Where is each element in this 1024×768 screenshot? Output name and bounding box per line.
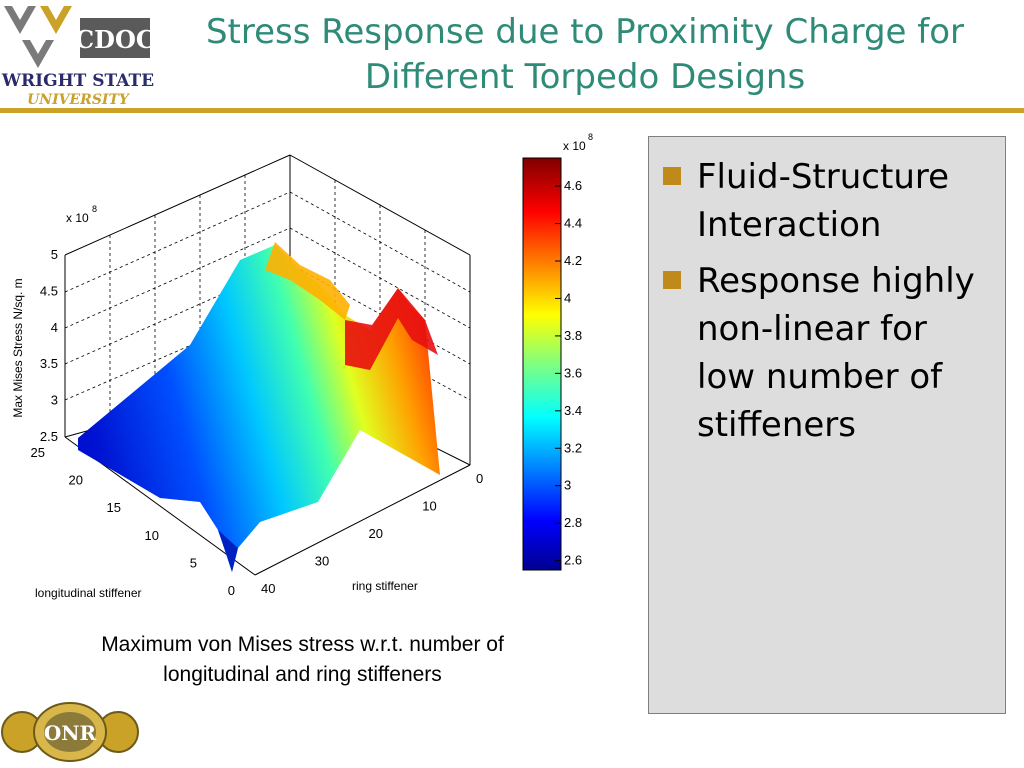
y-tick-label: 0: [228, 583, 235, 598]
y-tick-label: 25: [31, 445, 45, 460]
bullet-square-icon: [663, 271, 681, 289]
x-tick-label: 0: [476, 471, 483, 486]
bullet-item: Fluid-Structure Interaction: [663, 153, 985, 249]
colorbar-tick-label: 4.6: [564, 178, 582, 193]
colorbar-ticks: 2.6 2.8 3 3.2 3.4 3.6 3.8 4 4.2 4.4 4.6: [555, 178, 582, 568]
colorbar-tick-label: 4: [564, 290, 571, 305]
wright-state-cdoc-logo: CDOC WRIGHT STATE UNIVERSITY: [1, 6, 155, 108]
surface-back-ridge: [265, 242, 350, 320]
colorbar-multiplier: x 10: [563, 139, 586, 153]
x-tick-label: 30: [315, 554, 329, 569]
header-rule: [0, 108, 1024, 113]
z-tick-label: 2.5: [40, 429, 58, 444]
z-axis-label: Max Mises Stress N/sq. m: [11, 278, 25, 417]
colorbar-tick-label: 3.4: [564, 403, 582, 418]
colorbar-tick-label: 4.4: [564, 216, 582, 231]
logo-university-word: UNIVERSITY: [27, 92, 131, 108]
z-multiplier: x 10: [66, 211, 89, 225]
bullet-text: Response highly non-linear for low numbe…: [697, 261, 975, 445]
y-tick-label: 20: [69, 473, 83, 488]
colorbar-tick-label: 3.2: [564, 440, 582, 455]
colorbar-tick-label: 2.6: [564, 553, 582, 568]
z-tick-label: 4: [51, 320, 58, 335]
x-tick-label: 20: [369, 526, 383, 541]
notes-panel: Fluid-Structure Interaction Response hig…: [648, 136, 1006, 714]
y-axis-ticks: 0 5 10 15 20 25: [31, 445, 235, 598]
bullet-square-icon: [663, 167, 681, 185]
title-line-2: Different Torpedo Designs: [364, 57, 806, 97]
stress-surface-chart: 2.6 2.8 3 3.2 3.4 3.6 3.8 4 4.2 4.4 4.6 x 10 8 2.5…: [11, 132, 593, 600]
y-tick-label: 5: [190, 555, 197, 570]
slide-title: Stress Response due to Proximity Charge …: [165, 10, 1005, 100]
onr-logo: ONR: [1, 702, 139, 762]
colorbar: [522, 157, 562, 571]
stress-surface: [78, 245, 440, 572]
caption-line-2: longitudinal and ring stiffeners: [163, 663, 442, 686]
x-axis-label: ring stiffener: [352, 579, 418, 593]
z-tick-label: 5: [51, 247, 58, 262]
y-tick-label: 15: [107, 500, 121, 515]
title-line-1: Stress Response due to Proximity Charge …: [205, 12, 965, 52]
bullet-text: Fluid-Structure Interaction: [697, 157, 950, 245]
z-tick-label: 4.5: [40, 283, 58, 298]
onr-logo-text: ONR: [44, 721, 97, 745]
z-exponent: 8: [92, 204, 97, 214]
colorbar-tick-label: 3: [564, 478, 571, 493]
x-tick-label: 10: [422, 499, 436, 514]
axes-grid: [64, 154, 471, 576]
z-tick-label: 3.5: [40, 356, 58, 371]
y-tick-label: 10: [145, 528, 159, 543]
x-tick-label: 40: [261, 581, 275, 596]
colorbar-exponent: 8: [588, 132, 593, 142]
bullet-item: Response highly non-linear for low numbe…: [663, 257, 985, 449]
logo-university-name: WRIGHT STATE: [1, 71, 154, 91]
caption-line-1: Maximum von Mises stress w.r.t. number o…: [101, 633, 504, 656]
y-axis-label: longitudinal stiffener: [35, 586, 142, 600]
colorbar-tick-label: 3.6: [564, 365, 582, 380]
surface-front-dip: [218, 530, 238, 572]
surface-peak-ridge: [345, 288, 438, 370]
x-axis-ticks: 0 10 20 30 40: [261, 471, 483, 596]
chart-caption: Maximum von Mises stress w.r.t. number o…: [40, 630, 565, 690]
bullet-list: Fluid-Structure Interaction Response hig…: [649, 137, 1005, 449]
logo-cdoc-text: CDOC: [75, 25, 155, 54]
z-axis-ticks: 2.5 3 3.5 4 4.5 5: [40, 247, 58, 444]
colorbar-tick-label: 3.8: [564, 328, 582, 343]
z-tick-label: 3: [51, 393, 58, 408]
colorbar-tick-label: 4.2: [564, 253, 582, 268]
colorbar-tick-label: 2.8: [564, 515, 582, 530]
